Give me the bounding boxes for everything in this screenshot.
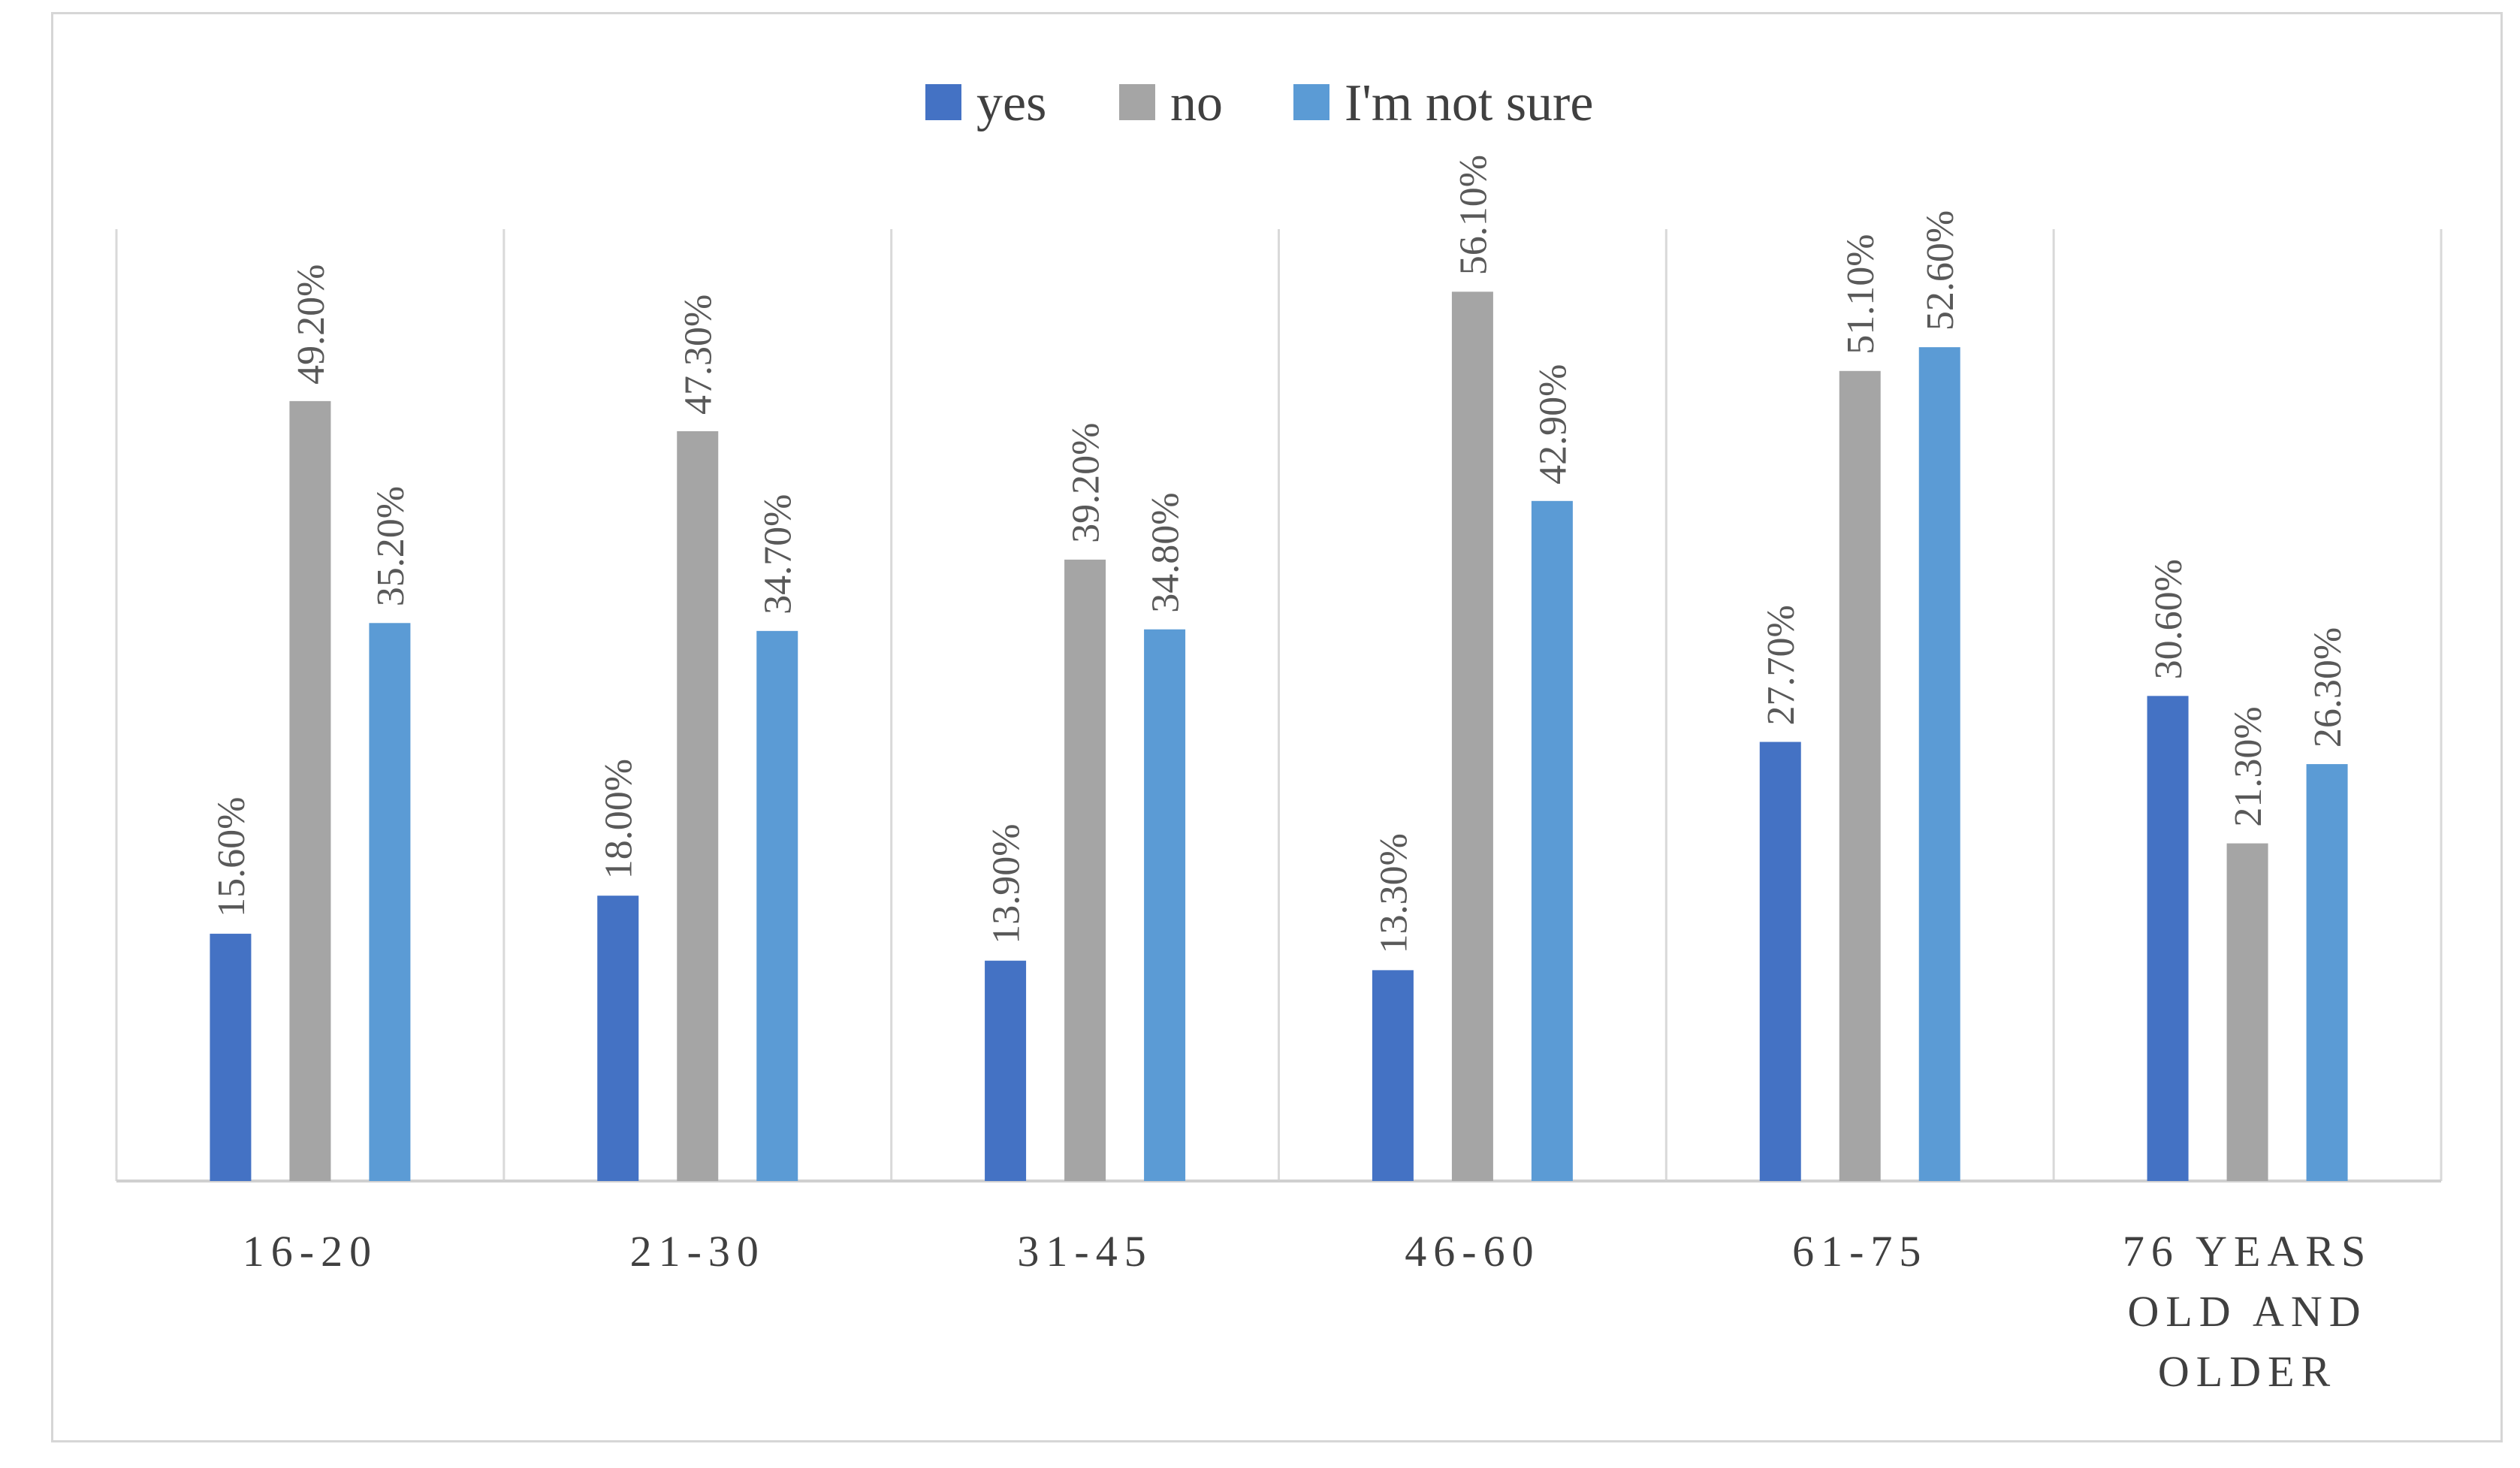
data-label: 34.70% (757, 494, 800, 615)
bar-no (1064, 559, 1106, 1181)
bar-yes (210, 933, 252, 1181)
data-label: 15.60% (210, 797, 253, 917)
bar-i-m-not-sure (369, 623, 411, 1181)
data-label: 13.30% (1372, 833, 1415, 953)
bar-yes (985, 960, 1027, 1181)
legend: yes no I'm not sure (925, 74, 1593, 132)
bar-i-m-not-sure (1531, 500, 1573, 1181)
bar-no (2226, 843, 2268, 1181)
data-label: 26.30% (2307, 627, 2349, 748)
x-tick-label: 46-60 (1405, 1227, 1540, 1276)
bar-no (289, 400, 331, 1181)
legend-label: no (1170, 74, 1223, 132)
x-tick-label: 31-45 (1017, 1227, 1152, 1276)
bar-no (677, 430, 719, 1181)
data-label: 35.20% (370, 486, 412, 606)
data-label: 42.90% (1532, 364, 1574, 484)
data-label: 21.30% (2227, 706, 2270, 826)
data-label: 51.10% (1839, 234, 1882, 354)
bar-yes (1759, 742, 1801, 1181)
bar-i-m-not-sure (1918, 347, 1960, 1181)
x-tick-label: OLD AND (2127, 1287, 2367, 1336)
chart-frame (51, 12, 2503, 1442)
data-label: 27.70% (1760, 605, 1803, 725)
data-label: 30.60% (2147, 559, 2190, 679)
x-tick-label: 21-30 (630, 1227, 765, 1276)
x-tick-label: 76 YEARS (2123, 1227, 2373, 1276)
bar-no (1451, 291, 1493, 1181)
legend-label: I'm not sure (1345, 74, 1593, 132)
data-label: 39.20% (1065, 423, 1108, 543)
legend-swatch (1119, 84, 1155, 120)
bar-i-m-not-sure (2306, 764, 2348, 1181)
data-label: 47.30% (678, 295, 720, 415)
grid-layer (115, 229, 2443, 1183)
data-label: 49.20% (290, 264, 333, 385)
bar-layer (210, 291, 2348, 1181)
legend-swatch (1293, 84, 1329, 120)
legend-swatch (925, 84, 961, 120)
data-label: 34.80% (1145, 492, 1188, 612)
bar-yes (2147, 696, 2189, 1181)
bar-no (1839, 370, 1881, 1181)
bar-i-m-not-sure (1144, 629, 1186, 1181)
bar-yes (1372, 970, 1414, 1181)
data-label: 52.60% (1919, 210, 1962, 331)
data-label: 18.00% (598, 759, 641, 879)
bar-yes (597, 896, 639, 1181)
legend-label: yes (976, 74, 1046, 132)
bar-i-m-not-sure (756, 630, 798, 1181)
x-tick-label: OLDER (2158, 1347, 2337, 1396)
data-label: 13.90% (985, 823, 1028, 944)
data-label-layer: 15.60% 49.20% 35.20% 18.00% 47.30% 34.70% 13.9… (210, 155, 2349, 953)
x-tick-label: 61-75 (1792, 1227, 1927, 1276)
x-tick-layer: 16-20 21-30 31-45 46-60 61-75 76 YEARS OLD AND… (243, 1227, 2373, 1396)
data-label: 56.10% (1452, 155, 1495, 275)
x-tick-label: 16-20 (243, 1227, 378, 1276)
